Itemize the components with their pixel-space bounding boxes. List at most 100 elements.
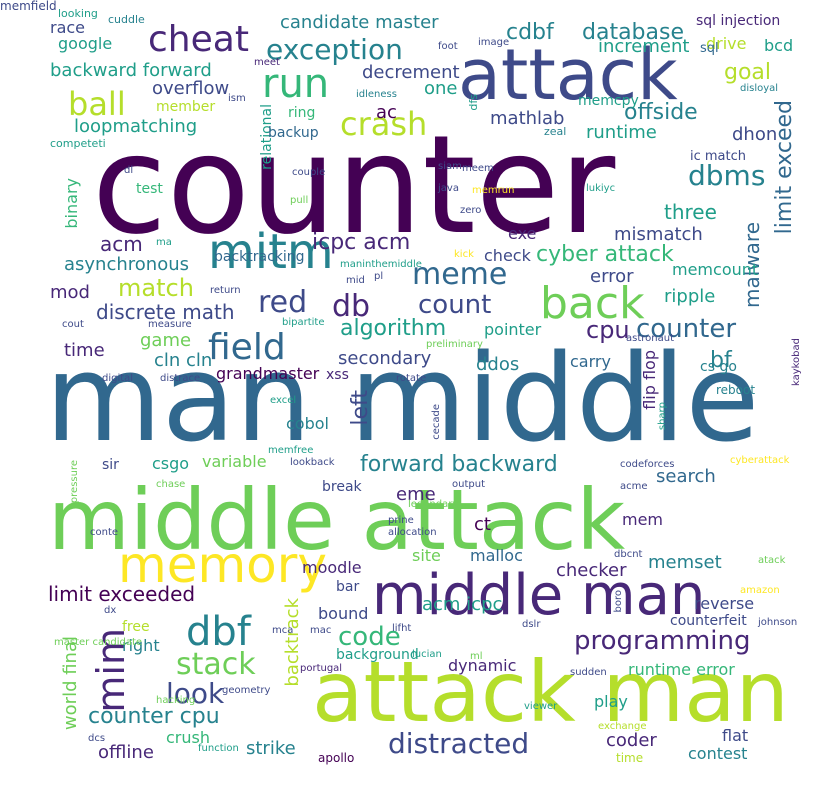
word-allocation: allocation: [388, 527, 437, 538]
word-man-middle: man middle: [45, 330, 760, 469]
word-cobol: cobol: [286, 414, 329, 433]
word-ripple: ripple: [664, 286, 716, 307]
word-run: run: [262, 61, 330, 107]
word-dl: dl: [124, 165, 134, 176]
word-kick: kick: [454, 249, 474, 260]
word-ism: ism: [228, 93, 246, 104]
word-overflow: overflow: [152, 78, 230, 99]
word-counterfeit: counterfeit: [670, 613, 747, 629]
word-drive: drive: [706, 34, 747, 53]
word-acm-icpc: acm icpc: [422, 594, 503, 615]
word-johnson: johnson: [758, 617, 798, 628]
word-distrace: distrace: [160, 373, 201, 384]
word-strike: strike: [246, 738, 296, 759]
word-csgo: csgo: [152, 454, 190, 473]
word-competeti: competeti: [50, 137, 106, 150]
word-legendary: legendary: [408, 499, 459, 510]
word-pl: pl: [374, 271, 384, 282]
word-left: left: [348, 390, 373, 426]
word-bar: bar: [336, 579, 360, 595]
word-ddos: ddos: [476, 354, 520, 375]
word-disloyal: disloyal: [740, 83, 779, 94]
word-db: db: [332, 289, 371, 324]
word-eme: eme: [396, 484, 436, 505]
word-exchange: exchange: [598, 721, 647, 732]
word-count: count: [418, 290, 492, 320]
word-backtracking: backtracking: [214, 249, 305, 265]
word-sir: sir: [102, 457, 119, 473]
word-database: database: [582, 20, 684, 45]
word-bf: bf: [710, 348, 732, 373]
word-boro: boro: [613, 590, 624, 613]
word-moodle: moodle: [302, 558, 362, 577]
word-dbcnt: dbcnt: [614, 549, 643, 560]
word-counter: counter: [92, 107, 616, 265]
word-variable: variable: [202, 452, 267, 471]
word-sudden: sudden: [570, 667, 607, 678]
word-forward-backward: forward backward: [360, 452, 558, 477]
word-memcpy: memcpy: [578, 93, 639, 109]
word-digital: digital: [102, 373, 134, 384]
word-counter-cpu: counter cpu: [88, 704, 220, 729]
word-hacking: hacking: [156, 695, 196, 706]
word-offline: offline: [98, 742, 154, 763]
word-member: member: [156, 99, 216, 115]
word-siam: siam: [438, 161, 462, 172]
word-atack: atack: [758, 555, 786, 566]
word-foot: foot: [438, 41, 458, 52]
word-memset: memset: [648, 552, 722, 573]
word-return: return: [210, 285, 241, 296]
word-backward-forward: backward forward: [50, 60, 212, 81]
word-match: match: [118, 274, 194, 302]
word-bound: bound: [318, 604, 369, 623]
word-xss: xss: [326, 367, 349, 383]
word-grandmaster: grandmaster: [216, 364, 320, 383]
word-chase: chase: [156, 479, 186, 490]
word-amazon: amazon: [740, 585, 780, 596]
word-ic-match: ic match: [690, 149, 747, 164]
word-mod: mod: [50, 282, 90, 303]
word-lookback: lookback: [290, 457, 335, 468]
word-carry: carry: [570, 352, 611, 371]
word-zero: zero: [460, 205, 482, 216]
word-loopmatching: loopmatching: [74, 116, 198, 137]
word-stack: stack: [176, 647, 256, 682]
word-reboot: reboot: [716, 383, 756, 397]
word-break: break: [322, 479, 362, 495]
word-apollo: apollo: [318, 751, 355, 765]
word-flip-flop: flip flop: [640, 350, 659, 410]
word-cln-cln: cln cln: [154, 350, 213, 371]
word-limit-exceeded: limit exceeded: [48, 582, 196, 606]
word-error: error: [590, 266, 634, 287]
word-looking: looking: [58, 7, 98, 20]
word-dbf: dbf: [186, 609, 251, 655]
word-back: back: [540, 278, 645, 329]
word-cyber-attack: cyber attack: [536, 242, 674, 267]
word-idleness: idleness: [356, 89, 397, 100]
word-cdbf: cdbf: [506, 20, 554, 45]
word-ml: ml: [470, 651, 483, 662]
word-middle-man: middle man: [372, 563, 706, 628]
word-dslr: dslr: [522, 619, 541, 630]
word-sql-injection: sql injection: [696, 13, 781, 29]
word-malloc: malloc: [470, 546, 523, 565]
word-one: one: [424, 78, 458, 99]
word-viewer: viewer: [524, 701, 558, 712]
word-site: site: [412, 546, 441, 565]
word-look: look: [166, 677, 225, 710]
word-programming: programming: [574, 626, 751, 656]
word-memcount: memcount: [672, 260, 759, 279]
word-counter: counter: [636, 314, 737, 344]
word-distracted: distracted: [388, 727, 530, 760]
word-image: image: [478, 37, 510, 48]
word-dhon: dhon: [732, 124, 778, 145]
word-maninthemiddle: maninthemiddle: [340, 259, 422, 270]
word-astronaut: astronaut: [626, 333, 674, 344]
word-ac: ac: [376, 102, 397, 123]
word-coder: coder: [606, 730, 657, 751]
word-measure: measure: [148, 319, 192, 330]
word-memrun: memrun: [472, 185, 515, 196]
word-function: function: [198, 743, 239, 754]
word-java: java: [438, 183, 459, 194]
